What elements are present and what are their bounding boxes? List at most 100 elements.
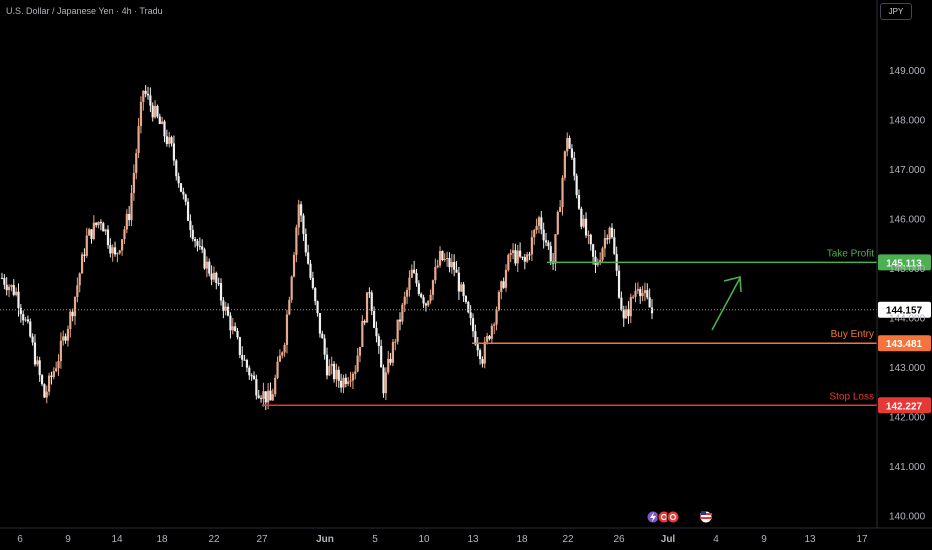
candle-body xyxy=(424,303,428,306)
candle-body xyxy=(248,367,251,376)
take-profit-price-text: 145.113 xyxy=(886,258,922,269)
candle-body xyxy=(509,252,512,255)
candle-body xyxy=(135,153,138,174)
candle-body xyxy=(224,306,227,311)
currency-selector[interactable]: JPY xyxy=(880,3,912,20)
candle-body xyxy=(396,319,399,342)
candle-body xyxy=(438,250,442,266)
time-tick-label: 13 xyxy=(804,534,816,545)
candle-body xyxy=(0,277,4,279)
candle-body xyxy=(608,227,611,240)
candle-body xyxy=(45,391,48,398)
time-axis[interactable]: 6 9 14 18 22 27 Jun 5 10 13 18 22 26 Jul 4 9 13 17 xyxy=(0,527,932,545)
candle-body xyxy=(577,195,581,209)
buy-entry-price-badge xyxy=(878,335,931,352)
candle-body xyxy=(356,355,359,372)
candle-body xyxy=(88,229,91,236)
time-tick-label: 18 xyxy=(156,534,168,545)
candle-body xyxy=(471,318,475,332)
candle-body xyxy=(161,121,164,124)
candle-body xyxy=(64,336,67,341)
candle-body xyxy=(172,143,176,161)
us-flag-icon[interactable] xyxy=(699,510,713,524)
candle-body xyxy=(429,294,432,301)
candle-body xyxy=(476,344,479,351)
candle-body xyxy=(76,285,79,298)
candle-body xyxy=(146,93,150,96)
time-tick-label: Jul xyxy=(661,534,676,545)
candle-body xyxy=(269,390,272,401)
candle-body xyxy=(648,297,651,308)
candle-body xyxy=(380,346,383,368)
candle-body xyxy=(71,311,74,317)
flash-icon[interactable] xyxy=(646,510,660,524)
time-tick-label: 6 xyxy=(17,534,23,545)
candle-body xyxy=(257,395,260,398)
candle-body xyxy=(259,397,263,399)
candle-body xyxy=(73,297,77,317)
price-tick-label: 144.000 xyxy=(889,314,926,325)
candle-body xyxy=(236,330,239,338)
candle-body xyxy=(26,319,30,322)
candle-body xyxy=(264,391,267,403)
candle-body xyxy=(526,254,529,262)
candle-body xyxy=(132,173,135,193)
candle-body xyxy=(330,363,333,366)
candle-body xyxy=(102,223,105,232)
candle-body xyxy=(559,207,562,212)
candle-body xyxy=(323,338,326,355)
time-tick-label: 27 xyxy=(256,534,268,545)
candle-body xyxy=(636,289,639,291)
candle-body xyxy=(15,291,18,295)
candle-body xyxy=(584,218,588,236)
candle-body xyxy=(530,237,533,255)
candle-body xyxy=(398,319,402,322)
candle-body xyxy=(365,292,369,323)
candle-body xyxy=(106,229,110,246)
candle-body xyxy=(177,176,180,184)
candle-body xyxy=(3,278,6,285)
candle-body xyxy=(97,222,100,226)
candle-body xyxy=(118,250,121,254)
split-icon[interactable] xyxy=(666,510,680,524)
candle-body xyxy=(262,391,265,399)
candle-body xyxy=(271,394,274,401)
candle-body xyxy=(340,380,343,388)
candle-body xyxy=(441,250,444,261)
candle-body xyxy=(281,352,284,356)
time-tick-label: 4 xyxy=(713,534,719,545)
dividend-icon[interactable] xyxy=(657,510,671,524)
candle-body xyxy=(43,384,46,398)
candle-body xyxy=(189,220,192,230)
price-axis[interactable]: 149.000 148.000 147.000 146.000 145.000 144.0… xyxy=(876,0,926,528)
candle-body xyxy=(417,283,420,294)
candle-body xyxy=(194,239,197,241)
candle-body xyxy=(617,270,621,298)
candle-body xyxy=(500,281,503,293)
candle-body xyxy=(48,375,51,392)
candle-body xyxy=(219,283,223,301)
candle-body xyxy=(622,310,625,319)
candle-body xyxy=(368,292,371,294)
price-tick-label: 141.000 xyxy=(889,462,926,473)
candle-body xyxy=(116,253,119,255)
events-row xyxy=(646,510,713,524)
candle-body xyxy=(40,375,44,385)
candle-body xyxy=(335,369,338,380)
candle-body xyxy=(307,252,310,264)
candle-body xyxy=(69,311,72,330)
candle-body xyxy=(125,213,128,230)
candle-body xyxy=(144,90,147,94)
candle-body xyxy=(158,116,161,124)
candle-body xyxy=(455,269,458,273)
candle-body xyxy=(497,292,501,311)
candle-body xyxy=(427,300,430,306)
current-price-text: 144.157 xyxy=(886,306,923,317)
candle-body xyxy=(321,333,324,339)
candle-body xyxy=(288,299,291,315)
candle-body xyxy=(514,250,517,264)
candle-body xyxy=(507,254,510,270)
candle-body xyxy=(168,137,171,144)
candle-body xyxy=(394,341,397,343)
